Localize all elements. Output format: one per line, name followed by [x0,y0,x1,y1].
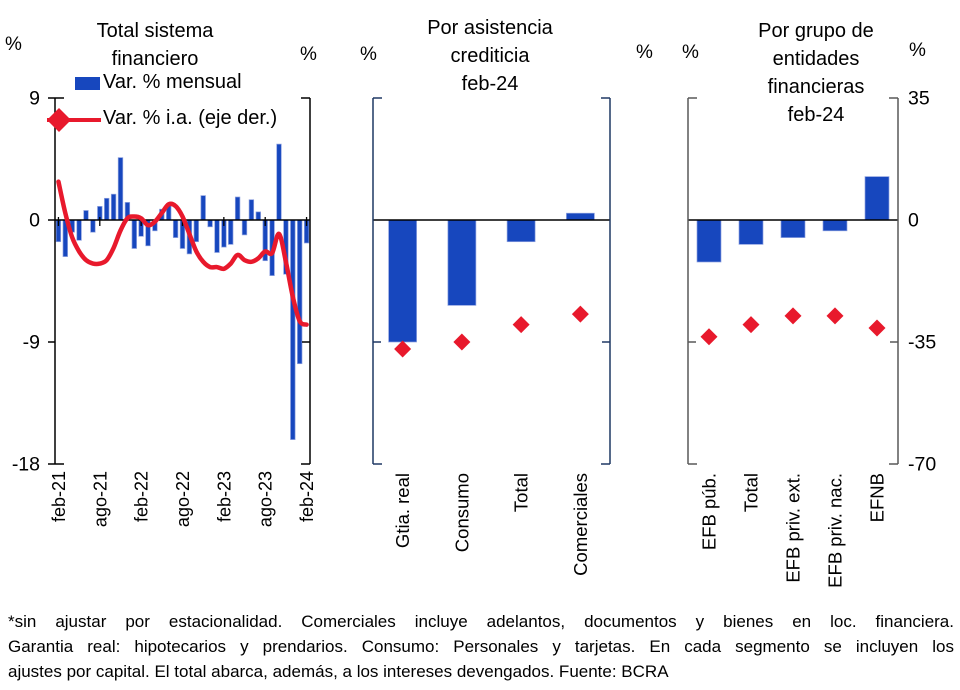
legend-item-mensual [75,77,100,95]
y-axis-right-label: 0 [908,210,919,232]
footnote-line1: *sin ajustar por estacionalidad. Comerci… [8,612,954,631]
ia-diamond [453,333,471,351]
ia-diamond [394,340,412,358]
x-axis-label: feb-22 [132,471,152,522]
bar [234,196,241,221]
panel2-title-line2: crediticia [450,45,530,67]
bar [696,219,722,263]
panel2-right-axis-unit: % [636,42,653,63]
footnote-line2: Garantia real: hipotecarios y prendarios… [8,637,954,656]
bar [228,219,234,245]
bar [117,157,124,221]
ia-diamond [742,316,760,334]
panel-1-plot: feb-21 ago-21 feb-22 ago-22 feb-23 ago-23 feb-… [12,88,317,528]
panel-2-plot: Gtia. real Consumo Total Comerciales [372,97,611,576]
x-axis-label: Comerciales [570,473,591,576]
x-axis-label: feb-24 [297,471,317,522]
y-axis-right-label: -70 [908,454,936,476]
footnote-line3: ajustes por capital. El total abarca, ad… [8,662,669,681]
panel1-title-line2: financiero [111,48,199,70]
line-diamond-icon [47,108,101,132]
ia-diamond [868,319,886,337]
bar [241,219,248,236]
x-axis-label: EFB priv. nac. [825,473,846,588]
ia-diamond [700,328,718,346]
x-axis-label: Total [741,473,762,512]
bar [200,195,206,221]
bar [780,219,806,238]
bar [447,219,477,306]
ia-diamond [826,307,844,325]
x-axis-label: feb-21 [49,471,69,522]
footnote: *sin ajustar por estacionalidad. Comerci… [8,609,954,684]
ia-diamond [512,316,530,334]
bar [388,219,417,343]
x-axis-label: EFB púb. [699,473,720,550]
bar [255,211,261,221]
ia-line [56,179,309,327]
y-axis-right-label: -35 [908,332,936,354]
y-axis-left-label: -18 [12,454,40,476]
bar [193,219,199,243]
bar [83,210,89,221]
y-axis-left-label: 9 [29,88,40,110]
bar [248,199,255,221]
bar [104,197,110,221]
panel2-title-line3: feb-24 [461,73,519,95]
bar [290,219,296,440]
panel2-title: Por asistencia crediticia feb-24 [380,14,600,98]
legend-label-interanual: Var. % i.a. (eje der.) [103,107,278,129]
ia-diamond [571,305,589,323]
bar [738,219,764,245]
y-axis-left-label: -9 [23,332,40,354]
bar [297,219,303,365]
panel2-left-axis-unit: % [360,44,377,65]
bar [214,219,220,253]
x-axis-label: ago-21 [90,471,110,527]
x-axis-label: EFB priv. ext. [783,473,804,583]
panel1-left-axis-unit: % [5,34,22,55]
bar [864,176,890,221]
panel-3-plot: EFB púb. Total EFB priv. ext. EFB priv. nac… [687,88,936,588]
y-axis-right-label: 35 [908,88,930,110]
panel3-title: Por grupo de entidades financieras feb-2… [710,17,922,129]
bar [506,219,536,243]
panel1-right-axis-unit: % [300,44,317,65]
x-axis-label: Gtia. real [392,473,413,548]
panel3-title-line1: Por grupo de [758,20,874,42]
bar [90,219,96,233]
bar [172,219,179,238]
x-axis-label: Consumo [451,473,472,552]
bar [131,219,137,249]
plots-canvas: feb-21 ago-21 feb-22 ago-22 feb-23 ago-23 feb-… [12,88,937,588]
panel3-title-line3: financieras [767,76,865,98]
bar [76,219,82,241]
panel3-title-line2: entidades [772,48,860,70]
x-axis-label: ago-22 [173,471,193,527]
bar [566,212,595,221]
bar-swatch-icon [75,77,100,90]
y-axis-left-label: 0 [29,210,40,232]
x-axis-label: ago-23 [256,471,276,527]
panel3-left-axis-unit: % [682,42,699,63]
x-axis-label: feb-23 [214,471,234,522]
bar [276,143,282,221]
bar [822,219,848,232]
panel1-title: Total sistema financiero [40,17,270,73]
x-axis-label: Total [511,473,532,512]
legend-item-interanual [45,107,103,138]
panel3-title-line4: feb-24 [787,104,845,126]
x-axis-label: EFNB [867,473,888,522]
bar [110,193,117,221]
panel3-right-axis-unit: % [909,40,926,61]
panel1-title-line1: Total sistema [96,20,214,42]
bar [207,219,213,228]
panel2-title-line1: Por asistencia [427,17,553,39]
ia-diamond [784,307,802,325]
legend-label-mensual: Var. % mensual [103,71,242,93]
